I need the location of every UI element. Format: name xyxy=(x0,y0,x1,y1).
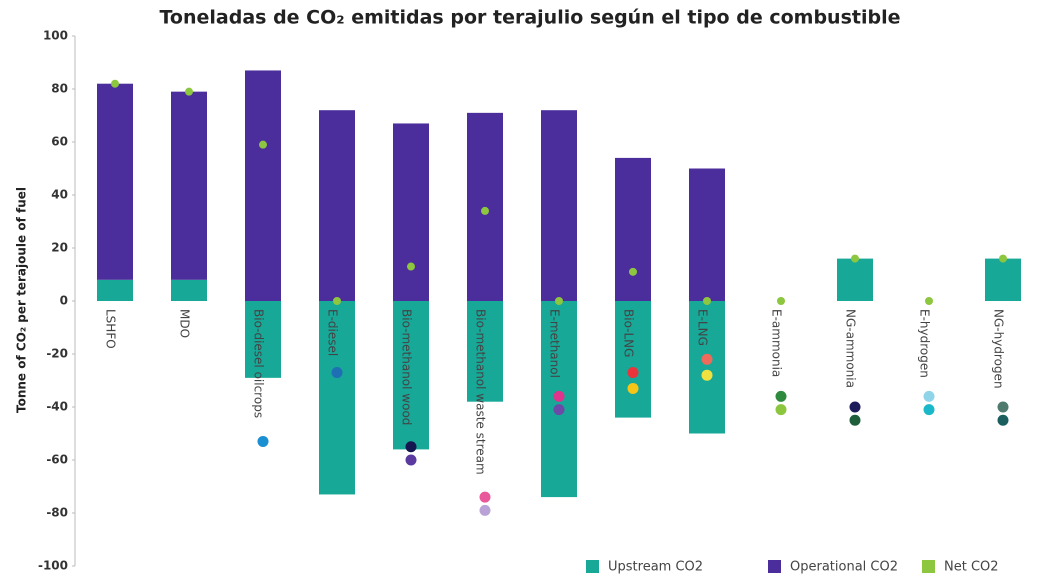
net-dot xyxy=(777,297,785,305)
bar xyxy=(171,91,207,280)
bar xyxy=(467,301,503,402)
bar xyxy=(393,123,429,301)
bar xyxy=(615,157,651,301)
legend-swatch xyxy=(922,560,935,573)
net-dot xyxy=(999,254,1007,263)
x-tick-label: E-LNG xyxy=(696,309,710,346)
y-tick-label: -20 xyxy=(46,347,68,361)
y-axis-label: Tonne of CO₂ per terajoule of fuel xyxy=(15,187,29,413)
net-dot xyxy=(851,254,859,263)
x-tick-label: Bio-LNG xyxy=(622,309,636,357)
net-dot xyxy=(555,297,563,305)
net-dot xyxy=(703,297,711,305)
net-dot xyxy=(407,262,415,271)
marker-dot xyxy=(405,454,417,466)
y-tick-label: 100 xyxy=(43,29,68,43)
x-tick-label: MDO xyxy=(178,309,192,338)
marker-dot xyxy=(701,353,713,365)
net-dot xyxy=(111,79,119,88)
legend-label: Net CO2 xyxy=(944,560,999,575)
marker-dot xyxy=(331,367,343,379)
x-tick-label: E-ammonia xyxy=(770,309,784,377)
legend-label: Upstream CO2 xyxy=(608,560,703,575)
x-tick-label: E-methanol xyxy=(548,309,562,378)
marker-dot xyxy=(701,369,713,381)
marker-dot xyxy=(553,404,565,416)
bar xyxy=(319,301,355,495)
y-tick-label: 80 xyxy=(51,82,68,96)
marker-dot xyxy=(775,404,787,416)
x-tick-label: E-hydrogen xyxy=(918,309,932,378)
bar xyxy=(319,110,355,301)
net-dot xyxy=(925,297,933,305)
marker-dot xyxy=(627,382,639,394)
net-dot xyxy=(333,297,341,305)
y-tick-label: 60 xyxy=(51,135,68,149)
marker-dot xyxy=(997,401,1009,413)
y-tick-label: 0 xyxy=(60,294,68,308)
net-dot xyxy=(629,267,637,276)
legend-swatch xyxy=(768,560,781,573)
bar xyxy=(171,279,207,301)
marker-dot xyxy=(627,367,639,379)
marker-dot xyxy=(849,401,861,413)
chart-title: Toneladas de CO₂ emitidas por terajulio … xyxy=(160,7,901,29)
x-tick-label: Bio-diesel oilcrops xyxy=(252,309,266,418)
net-dot xyxy=(481,206,489,215)
bar xyxy=(393,301,429,450)
x-tick-label: NG-hydrogen xyxy=(992,309,1006,389)
legend-label: Operational CO2 xyxy=(790,560,898,575)
legend-swatch xyxy=(586,560,599,573)
marker-dot xyxy=(775,390,787,402)
marker-dot xyxy=(923,390,935,402)
bar xyxy=(97,279,133,301)
marker-dot xyxy=(479,504,491,516)
bar xyxy=(837,258,873,301)
x-tick-label: LSHFO xyxy=(104,309,118,349)
bar xyxy=(689,168,725,301)
y-tick-label: -80 xyxy=(46,506,68,520)
x-tick-label: Bio-methanol wood xyxy=(400,309,414,425)
bar xyxy=(985,258,1021,301)
marker-dot xyxy=(405,441,417,453)
bar xyxy=(689,301,725,434)
bar xyxy=(245,70,281,301)
bar xyxy=(97,83,133,280)
y-tick-label: -60 xyxy=(46,453,68,467)
marker-dot xyxy=(997,414,1009,426)
y-tick-label: 40 xyxy=(51,188,68,202)
x-tick-label: Bio-methanol waste stream xyxy=(474,309,488,475)
bar xyxy=(541,110,577,301)
marker-dot xyxy=(923,404,935,416)
x-tick-label: E-diesel xyxy=(326,309,340,356)
y-tick-label: 20 xyxy=(51,241,68,255)
marker-dot xyxy=(257,435,269,447)
x-tick-label: NG-ammonia xyxy=(844,309,858,388)
y-tick-label: -100 xyxy=(38,559,68,573)
bar xyxy=(615,301,651,418)
marker-dot xyxy=(849,414,861,426)
net-dot xyxy=(185,87,193,96)
y-tick-label: -40 xyxy=(46,400,68,414)
net-dot xyxy=(259,140,267,149)
bar xyxy=(245,301,281,378)
marker-dot xyxy=(479,491,491,503)
marker-dot xyxy=(553,390,565,402)
